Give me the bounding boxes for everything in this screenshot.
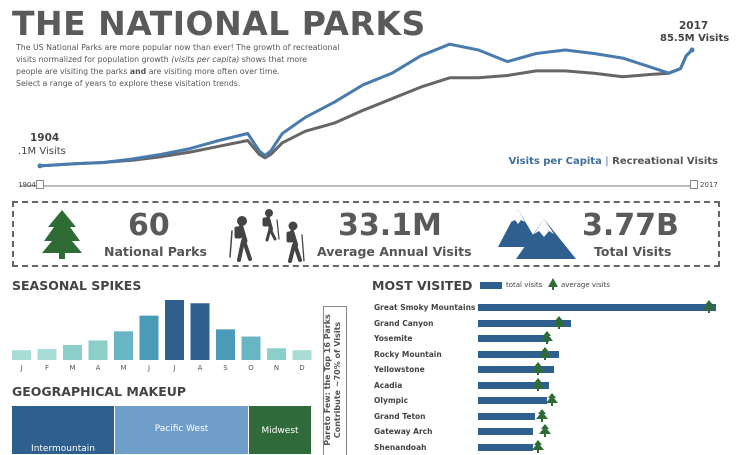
park-label: Yellowstone <box>374 365 425 374</box>
end-year-label: 2017 <box>679 20 709 32</box>
parks-count: 60 <box>128 208 170 243</box>
month-label: M <box>120 364 127 372</box>
month-bar-1[interactable] <box>37 348 57 360</box>
page-title: THE NATIONAL PARKS <box>12 4 426 43</box>
park-label: Acadia <box>374 380 403 390</box>
intro-line-3: people are visiting the parks and are vi… <box>16 67 280 76</box>
slider-end-year: 2017 <box>700 181 718 189</box>
mountain-icon <box>498 209 576 259</box>
most-visited-title: MOST VISITED <box>372 278 473 293</box>
legend-per-capita: Visits per Capita <box>508 156 602 167</box>
hikers-icon <box>229 209 305 263</box>
park-average-tree-icon <box>531 377 544 391</box>
legend-total-label: total visits <box>506 281 543 289</box>
total-visits-value: 3.77B <box>582 208 679 243</box>
park-average-tree-icon <box>538 346 551 360</box>
park-average-tree-icon <box>531 439 544 453</box>
month-bar-2[interactable] <box>63 345 82 360</box>
month-bar-9[interactable] <box>241 336 261 360</box>
park-total-bar[interactable] <box>478 381 550 389</box>
park-average-tree-icon <box>702 300 715 313</box>
month-label: J <box>147 364 151 372</box>
park-total-bar[interactable] <box>478 443 533 451</box>
month-bar-4[interactable] <box>114 331 133 360</box>
seasonal-title: SEASONAL SPIKES <box>12 278 142 293</box>
park-label: Great Smoky Mountains <box>374 303 476 312</box>
month-label: F <box>44 364 50 372</box>
park-label: Grand Teton <box>374 411 426 421</box>
park-label: Shenandoah <box>374 442 427 452</box>
annual-visits-value: 33.1M <box>338 208 442 243</box>
tree-icon <box>42 210 82 259</box>
legend-recreational: Recreational Visits <box>612 156 718 167</box>
legend-tree-icon <box>548 278 558 290</box>
start-year-label: 1904 <box>30 132 60 144</box>
intro-line-4: Select a range of years to explore these… <box>16 79 241 88</box>
annual-visits-label: Average Annual Visits <box>317 244 472 259</box>
year-range-slider[interactable] <box>20 185 696 187</box>
month-bar-7[interactable] <box>190 303 210 360</box>
month-label: A <box>197 364 203 372</box>
start-dot <box>37 163 43 169</box>
line-recreational-visits <box>39 48 694 168</box>
end-dot <box>689 47 695 53</box>
park-total-bar[interactable] <box>478 412 536 420</box>
end-value-label: 85.5M Visits <box>660 33 730 44</box>
geo-title: GEOGRAPHICAL MAKEUP <box>12 384 187 399</box>
park-total-bar[interactable] <box>478 397 548 404</box>
month-bar-0[interactable] <box>12 350 31 360</box>
park-average-tree-icon <box>552 315 565 329</box>
month-label: D <box>299 364 305 372</box>
kpi-panel <box>12 201 720 267</box>
park-label: Yosemite <box>374 334 413 343</box>
legend-total-swatch <box>480 282 502 289</box>
legend-avg-label: average visits <box>561 281 610 289</box>
month-bar-3[interactable] <box>88 340 108 360</box>
line-legend: Visits per Capita | Recreational Visits <box>508 156 718 167</box>
start-value-label: .1M Visits <box>18 146 66 157</box>
month-bar-11[interactable] <box>292 350 312 360</box>
park-average-tree-icon <box>531 362 544 375</box>
park-average-tree-icon <box>541 331 554 344</box>
park-label: Rocky Mountain <box>374 349 442 359</box>
park-total-bar[interactable] <box>478 304 716 311</box>
seasonal-bar-chart <box>12 300 312 360</box>
park-label: Grand Canyon <box>374 318 434 328</box>
month-label: N <box>273 364 280 372</box>
month-label: M <box>69 364 76 372</box>
park-total-bar[interactable] <box>478 319 571 327</box>
park-total-bar[interactable] <box>478 428 533 435</box>
slider-start-handle[interactable] <box>36 180 44 189</box>
month-label: S <box>223 364 228 372</box>
month-label: A <box>95 364 101 372</box>
park-total-bar[interactable] <box>478 335 550 342</box>
slider-start-year: 1904 <box>18 181 36 189</box>
month-label: O <box>248 364 254 372</box>
intro-line-2: visits normalized for population growth … <box>16 55 308 64</box>
park-average-tree-icon <box>538 424 551 437</box>
park-total-bar[interactable] <box>478 350 559 358</box>
total-visits-label: Total Visits <box>594 244 672 259</box>
month-label: J <box>20 364 23 372</box>
slider-end-handle[interactable] <box>690 180 698 189</box>
month-bar-8[interactable] <box>216 329 235 360</box>
park-average-tree-icon <box>545 393 558 406</box>
geo-region-midwest[interactable]: Midwest <box>249 406 311 454</box>
month-label: J <box>173 364 176 372</box>
month-bar-6[interactable] <box>165 300 184 360</box>
park-total-bar[interactable] <box>478 366 555 373</box>
month-bar-5[interactable] <box>139 315 159 360</box>
visits-trend-chart <box>37 42 695 169</box>
line-visits-per-capita <box>39 42 694 168</box>
pareto-note: Pareto Few: the Top 16 Parks Contribute … <box>323 314 342 446</box>
parks-label: National Parks <box>104 244 207 259</box>
park-label: Olympic <box>374 396 409 405</box>
month-bar-10[interactable] <box>267 348 286 360</box>
geo-region-pacific-west[interactable]: Pacific West <box>115 406 248 454</box>
park-label: Gateway Arch <box>374 427 433 436</box>
geo-region-intermountain[interactable]: Intermountain <box>12 406 114 454</box>
intro-line-1: The US National Parks are more popular n… <box>16 43 340 52</box>
park-average-tree-icon <box>536 408 549 422</box>
pareto-bracket <box>323 306 347 455</box>
